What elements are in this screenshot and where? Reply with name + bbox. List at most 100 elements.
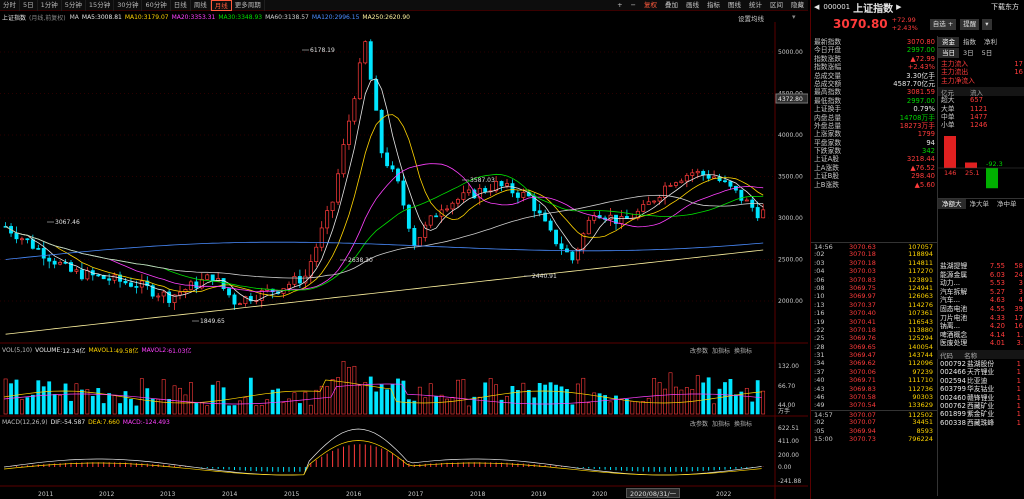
fund-tab-4[interactable]: 3日: [963, 48, 974, 57]
more-menu-icon[interactable]: ▾: [982, 18, 992, 30]
toolbar-button-8[interactable]: 区间: [770, 0, 783, 9]
toolbar-button-6[interactable]: 图线: [728, 0, 741, 9]
quote-label: 指数涨幅: [814, 63, 842, 72]
stock-row[interactable]: 000762 西藏矿业 1: [937, 402, 1024, 410]
volume-bar: [505, 396, 509, 415]
alert-button[interactable]: 提醒: [960, 18, 980, 30]
tick-row: :25 3069.76 125294: [811, 334, 937, 342]
sector-row[interactable]: 汽车... 4.63 4: [937, 296, 1024, 305]
tick-row: :43 3069.83 112736: [811, 385, 937, 393]
sector-row[interactable]: 啤酒概念 4.14 1.: [937, 331, 1024, 340]
fund-tab-3[interactable]: 当日: [938, 47, 959, 58]
panel-button-0[interactable]: 改参数: [690, 348, 709, 355]
flow-bar: [986, 167, 998, 188]
candle-body: [161, 291, 166, 297]
sector-name: 汽车...: [940, 296, 961, 305]
stock-row[interactable]: 601899 紫金矿业 1: [937, 410, 1024, 418]
panel-button-0[interactable]: 改参数: [690, 421, 709, 428]
toolbar-button-2[interactable]: 复权: [644, 0, 657, 9]
sector-value: 4.20: [989, 322, 1005, 331]
stock-row[interactable]: 000792 盐湖股份 1: [937, 360, 1024, 368]
period-tab-1[interactable]: 5日: [20, 0, 38, 11]
candle-body: [79, 269, 84, 280]
tick-row: :31 3069.47 143744: [811, 351, 937, 359]
period-tab-0[interactable]: 分时: [0, 0, 20, 11]
toolbar-button-7[interactable]: 统计: [749, 0, 762, 9]
stock-row[interactable]: 002466 天齐锂业 1: [937, 368, 1024, 376]
volume-bar: [521, 382, 526, 415]
period-tab-8[interactable]: 周线: [191, 0, 211, 11]
candle-body: [755, 207, 760, 219]
toolbar-button-1[interactable]: −: [630, 0, 636, 9]
add-watchlist-button[interactable]: 自选 +: [929, 18, 957, 30]
toolbar-button-4[interactable]: 画线: [686, 0, 699, 9]
forward-arrow-icon[interactable]: ▶: [896, 3, 902, 11]
stock-row[interactable]: 002460 赣锋锂业 1: [937, 394, 1024, 402]
stock-row[interactable]: 002594 比亚迪 1: [937, 377, 1024, 385]
volume-bar: [466, 405, 471, 415]
ma-settings-button[interactable]: 设置均线: [738, 15, 764, 23]
volume-bar: [385, 389, 390, 415]
sector-tab-0[interactable]: 净额大: [938, 198, 966, 209]
toolbar-button-0[interactable]: +: [617, 0, 623, 9]
volume-bar: [723, 382, 727, 415]
sector-row[interactable]: 医废处理 4.01 3.: [937, 339, 1024, 348]
fund-tab-2[interactable]: 净利: [984, 37, 997, 46]
tick-time: :03: [814, 258, 825, 267]
tick-row: 15:00 3070.73 796224: [811, 435, 937, 443]
stock-name: 赣锋锂业: [967, 393, 995, 402]
sector-value-2: 3.: [1016, 339, 1024, 348]
sector-row[interactable]: 刀片电池 4.33 17: [937, 314, 1024, 323]
volume-bar: [47, 381, 52, 415]
period-tab-5[interactable]: 30分钟: [114, 0, 143, 11]
toolbar-button-3[interactable]: 叠加: [665, 0, 678, 9]
panel-button-2[interactable]: 换指标: [734, 421, 753, 428]
panel-button-1[interactable]: 加指标: [712, 348, 731, 355]
candle-body: [456, 199, 460, 204]
stock-list[interactable]: 000792 盐湖股份 1 002466 天齐锂业 1 002594 比亚迪 1 603799 华友…: [937, 360, 1024, 427]
stock-row[interactable]: 603799 华友钴业 1: [937, 385, 1024, 393]
chart-canvas[interactable]: 5000.004500.004000.003500.003000.002500.…: [0, 12, 808, 499]
sector-row[interactable]: 盐湖提锂 7.55 58: [937, 262, 1024, 271]
period-tab-7[interactable]: 日线: [171, 0, 191, 11]
sector-row[interactable]: 能源金属 6.03 24: [937, 271, 1024, 280]
tick-volume: 111710: [908, 376, 933, 385]
volume-bar: [543, 384, 548, 415]
panel-button-2[interactable]: 换指标: [734, 348, 753, 355]
quote-value: ▲76.52: [910, 163, 935, 172]
download-link[interactable]: 下载东方: [991, 3, 1019, 11]
candle-body: [494, 181, 499, 192]
back-arrow-icon[interactable]: ◀: [814, 3, 820, 11]
toolbar-button-5[interactable]: 指标: [707, 0, 720, 9]
period-tab-10[interactable]: 更多周期: [232, 0, 265, 11]
fund-tab-1[interactable]: 指数: [963, 37, 976, 46]
sector-row[interactable]: 固态电池 4.55 39: [937, 305, 1024, 314]
period-tab-3[interactable]: 5分钟: [62, 0, 86, 11]
sector-row[interactable]: 汽车拆解 5.27 3: [937, 288, 1024, 297]
period-tab-6[interactable]: 60分钟: [142, 0, 171, 11]
tick-list[interactable]: 14:56 3070.63 107057:02 3070.18 118894:03 307…: [811, 242, 937, 443]
period-tab-4[interactable]: 15分钟: [86, 0, 115, 11]
sector-row[interactable]: 钠离... 4.20 16: [937, 322, 1024, 331]
candle-body: [308, 261, 313, 277]
panel-button-1[interactable]: 加指标: [712, 421, 731, 428]
fund-tab-5[interactable]: 5日: [981, 48, 993, 57]
tick-time: 15:00: [814, 434, 833, 443]
volume-bar: [9, 383, 13, 415]
stock-header-cell: 代码: [940, 351, 953, 360]
volume-bar: [483, 382, 488, 415]
volume-bar: [254, 405, 259, 415]
period-tab-2[interactable]: 1分钟: [38, 0, 62, 11]
sector-tab-1[interactable]: 净大单: [969, 199, 990, 208]
volume-bar: [281, 402, 286, 415]
toolbar-button-9[interactable]: 隐藏: [791, 0, 804, 9]
sector-tab-2[interactable]: 净中单: [997, 199, 1017, 208]
legend-value: 3348.93: [237, 14, 263, 21]
stock-row[interactable]: 600338 西藏珠峰 1: [937, 419, 1024, 427]
sector-list[interactable]: 盐湖提锂 7.55 58 能源金属 6.03 24 动力... 5.53 3 汽车拆解 5.27 3 汽…: [937, 262, 1024, 348]
sector-row[interactable]: 动力... 5.53 3: [937, 279, 1024, 288]
sector-name: 能源金属: [940, 270, 968, 279]
settings-chevron-icon[interactable]: ▾: [792, 13, 796, 21]
period-tab-9[interactable]: 月线: [210, 0, 232, 11]
fund-tab-0[interactable]: 资金: [938, 36, 959, 47]
